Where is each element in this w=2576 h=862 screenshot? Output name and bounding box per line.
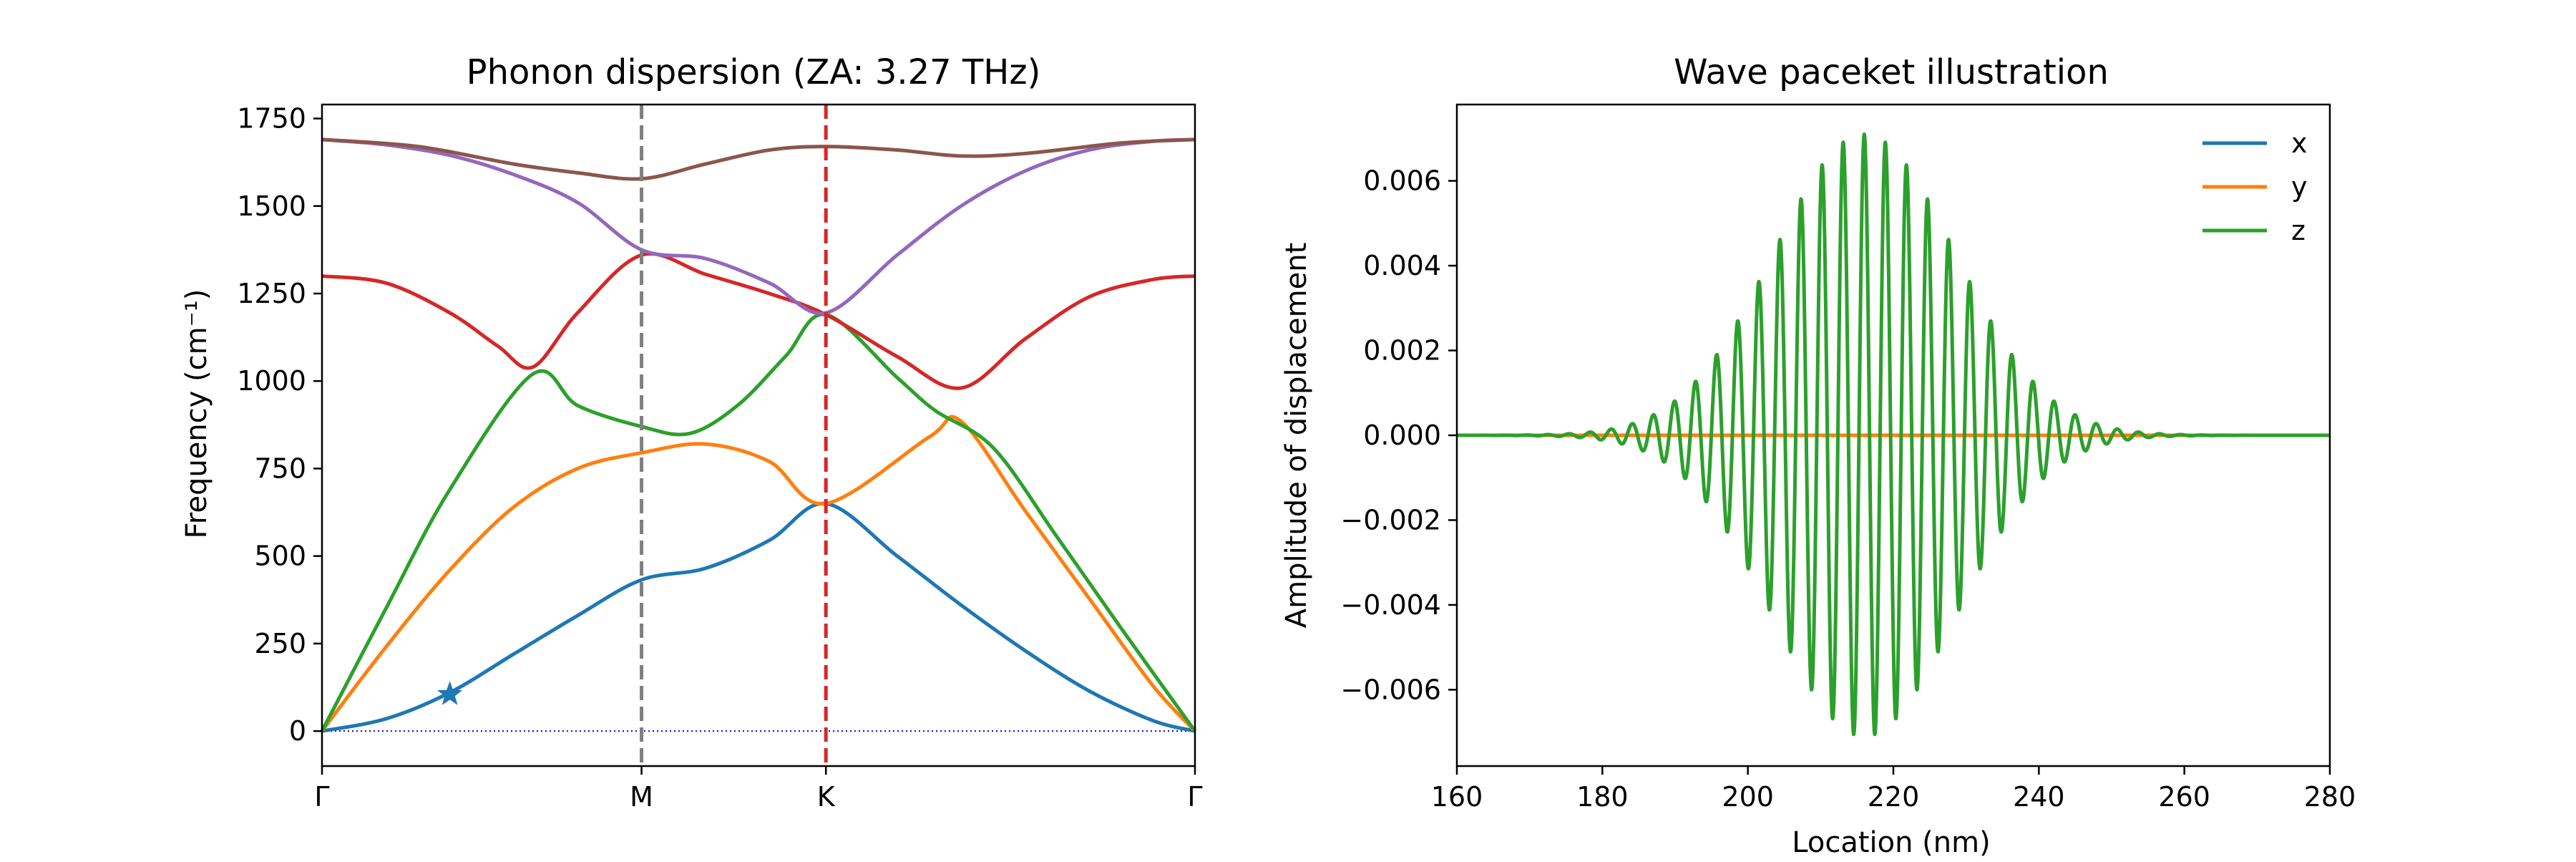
- x-tick-label: 160: [1431, 781, 1483, 813]
- dispersion-ylabel: Frequency (cm⁻¹): [180, 289, 213, 539]
- y-tick-label: 0.006: [1363, 165, 1441, 197]
- x-tick-label: K: [817, 781, 836, 813]
- y-tick-label: 250: [254, 628, 306, 659]
- dispersion-plot-area: 0 250 500 750 1000 1250 1500 1750 Γ M K Γ: [237, 103, 1202, 813]
- dispersion-branch-4: [321, 252, 1196, 390]
- dispersion-axes-frame: [321, 103, 1196, 767]
- x-tick-label: 220: [1868, 781, 1920, 813]
- wavepacket-title: Wave paceket illustration: [1674, 52, 2109, 92]
- legend-label-z: z: [2291, 215, 2306, 246]
- x-tick-label: 200: [1722, 781, 1774, 813]
- x-tick-label: 240: [2013, 781, 2065, 813]
- x-tick-label: M: [630, 781, 653, 813]
- x-tick-label: 180: [1576, 781, 1629, 813]
- legend-label-x: x: [2291, 127, 2308, 159]
- y-tick-label: 500: [254, 541, 306, 572]
- wavepacket-panel: Wave paceket illustration Location (nm) …: [1280, 52, 2356, 859]
- dispersion-title: Phonon dispersion (ZA: 3.27 THz): [467, 52, 1041, 92]
- y-tick-label: 1000: [237, 365, 306, 397]
- y-tick-label: −0.006: [1340, 674, 1441, 705]
- dispersion-branch-6: [321, 137, 1196, 181]
- x-tick-label: 280: [2304, 781, 2356, 813]
- y-tick-label: −0.004: [1340, 589, 1441, 621]
- dispersion-branch-3: [320, 312, 1197, 732]
- wavepacket-legend: xyz: [2202, 127, 2308, 246]
- y-tick-label: 750: [254, 452, 306, 484]
- y-tick-label: 0.004: [1363, 250, 1441, 281]
- selected-mode-star: [437, 681, 463, 705]
- y-tick-label: −0.002: [1340, 504, 1441, 536]
- wavepacket-xlabel: Location (nm): [1792, 826, 1990, 859]
- x-tick-label: 260: [2158, 781, 2210, 813]
- wavepacket-ylabel: Amplitude of displacement: [1280, 243, 1313, 629]
- y-tick-label: 1250: [237, 278, 306, 309]
- y-tick-label: 1500: [237, 190, 306, 222]
- wavepacket-axes-frame: [1455, 103, 2331, 767]
- wavepacket-plot-area: −0.006 −0.004 −0.002 0.000 0.002 0.004 0.006 16…: [1340, 132, 2356, 813]
- dispersion-branch-1: [321, 501, 1196, 733]
- y-tick-label: 0.000: [1363, 420, 1441, 451]
- dispersion-panel: Phonon dispersion (ZA: 3.27 THz) Frequen…: [180, 52, 1203, 813]
- x-tick-label: Γ: [314, 781, 329, 813]
- series-z-line: [1455, 132, 2331, 737]
- y-tick-label: 1750: [237, 103, 306, 135]
- legend-label-y: y: [2291, 171, 2308, 203]
- x-tick-label: Γ: [1187, 781, 1202, 813]
- y-tick-label: 0.002: [1363, 335, 1441, 367]
- dispersion-branch-5: [321, 137, 1196, 316]
- y-tick-label: 0: [289, 715, 306, 747]
- dispersion-branch-2: [321, 415, 1196, 732]
